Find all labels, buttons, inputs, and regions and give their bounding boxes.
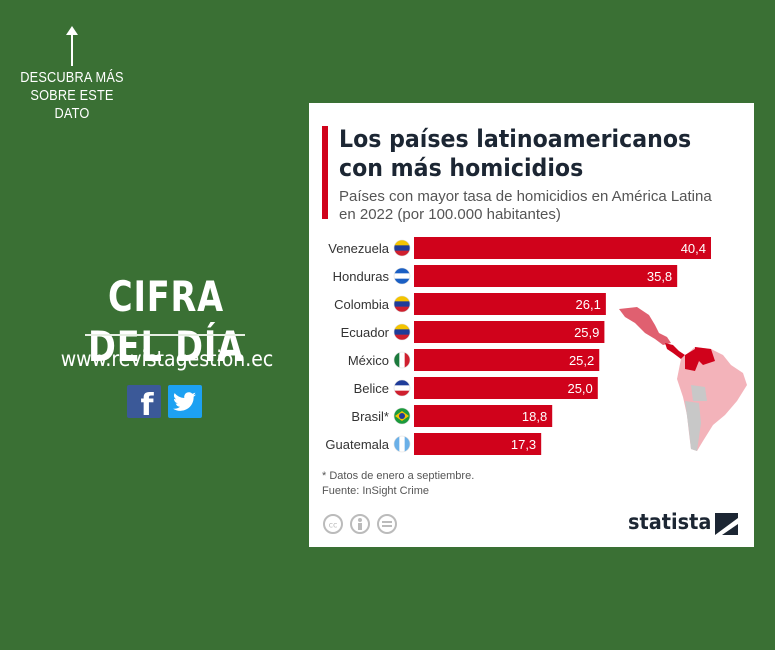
chart-subtitle-line: Países con mayor tasa de homicidios en A… bbox=[339, 188, 712, 205]
up-arrow-icon bbox=[66, 26, 78, 66]
headline: CIFRA DEL DÍA bbox=[88, 272, 244, 371]
chart-title-line: con más homicidios bbox=[339, 154, 584, 182]
bar bbox=[414, 349, 600, 371]
flag-icon bbox=[393, 323, 411, 341]
cta-line: DATO bbox=[54, 105, 90, 122]
facebook-icon: f bbox=[140, 388, 154, 423]
chart-notes: * Datos de enero a septiembre. Fuente: I… bbox=[322, 469, 474, 499]
flag-icon bbox=[393, 267, 411, 285]
cta-line: DESCUBRA MÁS bbox=[20, 69, 124, 86]
category-label: Guatemala bbox=[325, 437, 389, 452]
data-label: 25,9 bbox=[574, 325, 599, 340]
category-label: Venezuela bbox=[328, 241, 389, 256]
central-america-shape bbox=[665, 343, 685, 359]
venezuela-shape bbox=[695, 347, 715, 365]
flag-icon bbox=[393, 351, 411, 369]
discover-more-link[interactable]: DESCUBRA MÁS SOBRE ESTE DATO bbox=[19, 69, 124, 123]
infographic-card: Los países latinoamericanos con más homi… bbox=[309, 103, 754, 547]
bar bbox=[414, 237, 711, 259]
data-label: 18,8 bbox=[522, 409, 547, 424]
svg-text:cc: cc bbox=[329, 521, 338, 530]
bolivia-shape bbox=[691, 385, 707, 401]
bar bbox=[414, 293, 606, 315]
data-label: 26,1 bbox=[576, 297, 601, 312]
source-note: Fuente: InSight Crime bbox=[322, 485, 429, 497]
category-label: Honduras bbox=[333, 269, 390, 284]
chart-title: Los países latinoamericanos con más homi… bbox=[339, 125, 707, 183]
bar bbox=[414, 405, 553, 427]
statista-logo[interactable]: statista bbox=[628, 510, 712, 534]
bar bbox=[414, 377, 598, 399]
category-label: Colombia bbox=[334, 297, 390, 312]
colombia-shape bbox=[685, 349, 699, 371]
license-icons[interactable]: cc bbox=[322, 513, 402, 535]
cta-line: SOBRE ESTE bbox=[30, 87, 114, 104]
data-label: 40,4 bbox=[681, 241, 706, 256]
no-derivatives-icon bbox=[377, 514, 397, 534]
category-label: Brasil* bbox=[351, 409, 389, 424]
divider bbox=[85, 334, 245, 336]
category-label: Ecuador bbox=[341, 325, 390, 340]
bar-chart: 40,4 Venezuela 35,8 Honduras 26,1 Colombia 25,… bbox=[325, 237, 711, 455]
flag-icon bbox=[393, 407, 411, 425]
chart-subtitle-line: en 2022 (por 100.000 habitantes) bbox=[339, 206, 561, 223]
statista-logo-mark bbox=[715, 513, 738, 535]
mexico-shape bbox=[619, 307, 671, 345]
facebook-glyph: f bbox=[140, 388, 154, 418]
flag-icon bbox=[393, 435, 411, 453]
flag-icon bbox=[393, 239, 411, 257]
attribution-icon bbox=[350, 514, 370, 534]
data-label: 25,0 bbox=[567, 381, 592, 396]
bar bbox=[414, 433, 542, 455]
twitter-button[interactable] bbox=[168, 385, 202, 418]
flag-icon bbox=[393, 379, 411, 397]
chart-subtitle: Países con mayor tasa de homicidios en A… bbox=[339, 188, 739, 224]
cc-icon bbox=[323, 514, 343, 534]
data-label: 35,8 bbox=[647, 269, 672, 284]
chart-title-line: Los países latinoamericanos bbox=[339, 125, 692, 153]
latin-america-map bbox=[619, 307, 747, 451]
bar bbox=[414, 265, 678, 287]
southern-cone-shape bbox=[685, 401, 701, 451]
bar bbox=[414, 321, 605, 343]
footnote: * Datos de enero a septiembre. bbox=[322, 470, 475, 482]
data-label: 25,2 bbox=[569, 353, 594, 368]
twitter-icon bbox=[173, 392, 196, 411]
category-label: México bbox=[348, 353, 389, 368]
flag-icon bbox=[393, 295, 411, 313]
title-accent-bar bbox=[322, 126, 328, 219]
data-label: 17,3 bbox=[511, 437, 536, 452]
website-link[interactable]: www.revistagestion.ec bbox=[60, 347, 274, 371]
facebook-button[interactable]: f bbox=[127, 385, 161, 423]
category-label: Belice bbox=[354, 381, 389, 396]
